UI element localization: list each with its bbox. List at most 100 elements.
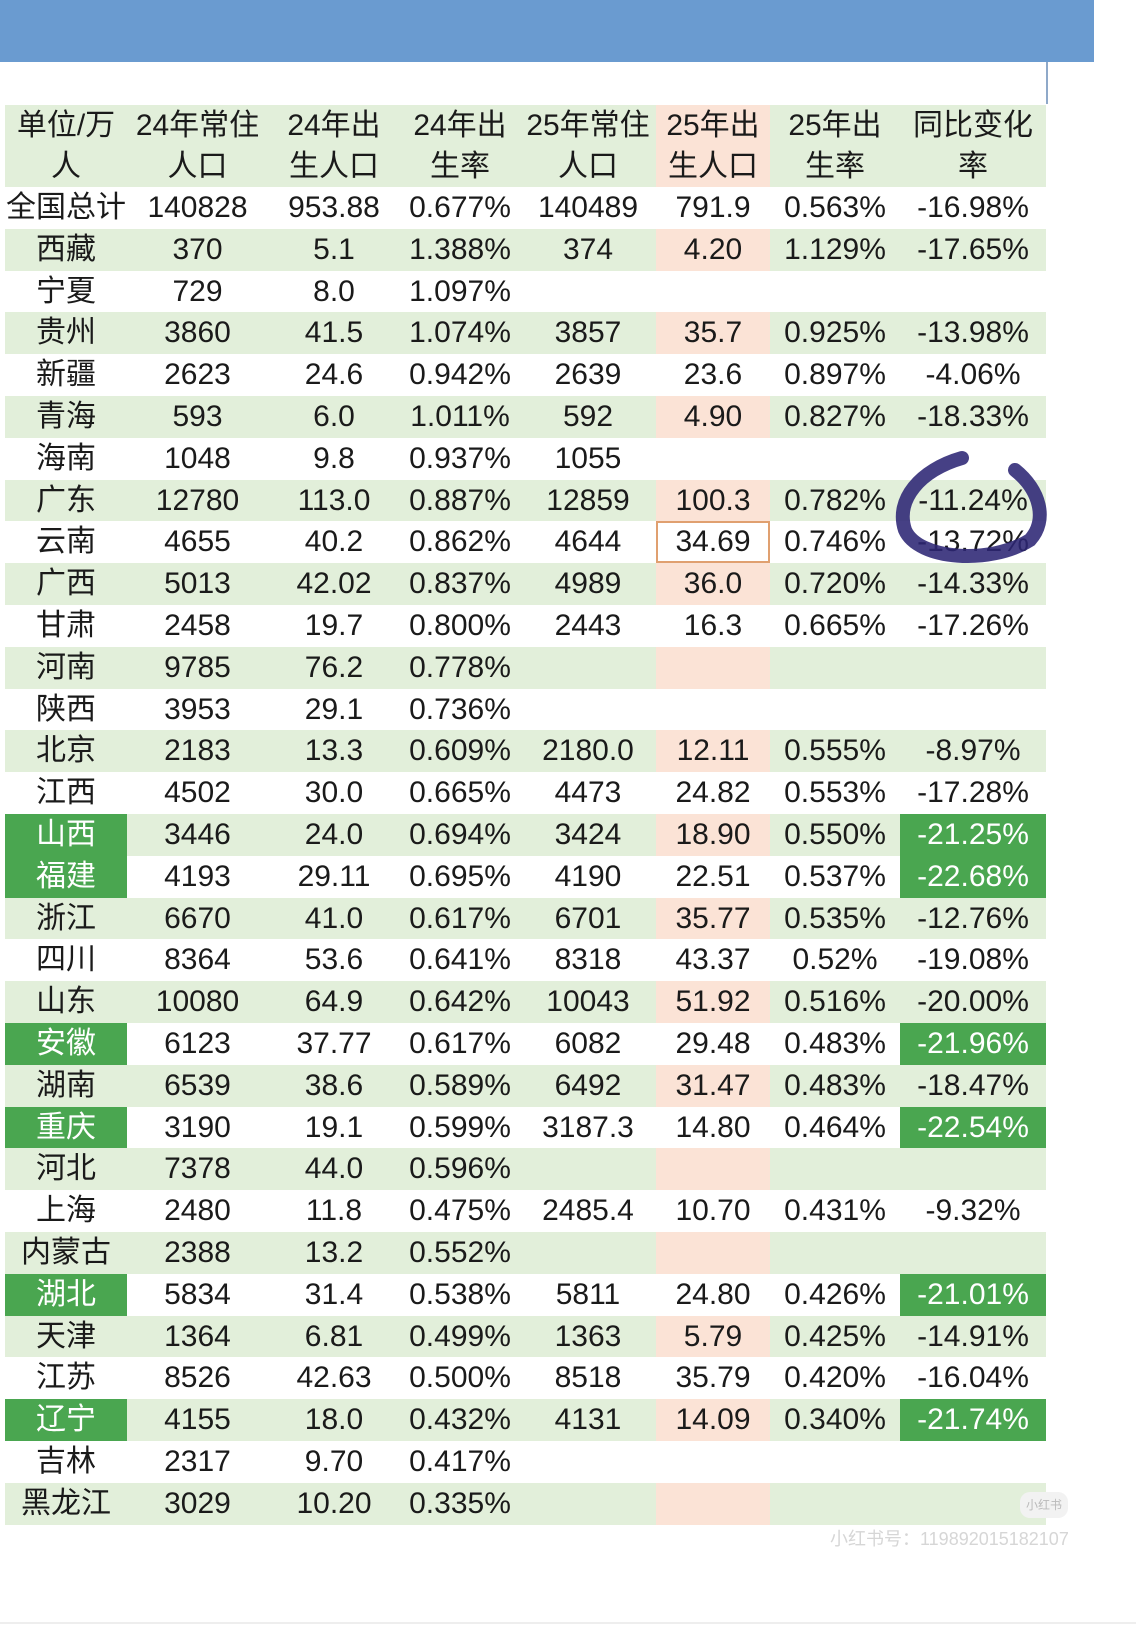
region-cell[interactable]: 江西 (5, 772, 127, 814)
value-cell[interactable]: 24.82 (656, 772, 770, 814)
value-cell[interactable]: 791.9 (656, 187, 770, 229)
region-cell[interactable]: 海南 (5, 437, 127, 480)
value-cell[interactable]: -14.91% (900, 1315, 1046, 1358)
value-cell[interactable]: 4655 (127, 521, 268, 564)
value-cell[interactable] (770, 270, 900, 313)
value-cell[interactable]: 4131 (520, 1399, 656, 1441)
value-cell[interactable]: 0.500% (400, 1357, 520, 1400)
value-cell[interactable]: 0.837% (400, 563, 520, 605)
value-cell[interactable]: 2388 (127, 1231, 268, 1274)
value-cell[interactable]: 5.79 (656, 1315, 770, 1358)
value-cell[interactable]: 43.37 (656, 939, 770, 982)
value-cell[interactable]: 100.3 (656, 479, 770, 522)
value-cell[interactable]: -22.54% (900, 1106, 1046, 1149)
value-cell[interactable]: 374 (520, 228, 656, 271)
value-cell[interactable]: 0.677% (400, 187, 520, 229)
value-cell[interactable] (656, 1482, 770, 1525)
value-cell[interactable] (770, 437, 900, 480)
value-cell[interactable]: 0.599% (400, 1106, 520, 1149)
value-cell[interactable]: 0.746% (770, 521, 900, 564)
region-cell[interactable]: 安徽 (5, 1022, 127, 1065)
value-cell[interactable]: 6082 (520, 1022, 656, 1065)
value-cell[interactable]: 2639 (520, 354, 656, 396)
value-cell[interactable]: 3029 (127, 1482, 268, 1525)
value-cell[interactable] (656, 1440, 770, 1483)
value-cell[interactable]: 113.0 (268, 479, 400, 522)
value-cell[interactable]: 0.642% (400, 981, 520, 1023)
value-cell[interactable]: 0.535% (770, 897, 900, 940)
value-cell[interactable] (770, 1440, 900, 1483)
value-cell[interactable]: 0.736% (400, 688, 520, 731)
value-cell[interactable]: 5013 (127, 563, 268, 605)
region-cell[interactable]: 河南 (5, 646, 127, 689)
value-cell[interactable]: -21.96% (900, 1022, 1046, 1065)
value-cell[interactable] (900, 1148, 1046, 1191)
region-cell[interactable]: 宁夏 (5, 270, 127, 313)
value-cell[interactable]: 29.48 (656, 1022, 770, 1065)
value-cell[interactable]: 2458 (127, 604, 268, 647)
region-cell[interactable]: 山西 (5, 813, 127, 856)
value-cell[interactable]: -22.68% (900, 855, 1046, 898)
region-cell[interactable]: 天津 (5, 1315, 127, 1358)
value-cell[interactable]: 4989 (520, 563, 656, 605)
value-cell[interactable]: 0.537% (770, 855, 900, 898)
value-cell[interactable]: -20.00% (900, 981, 1046, 1023)
value-cell[interactable]: 24.80 (656, 1273, 770, 1316)
region-cell[interactable]: 全国总计 (5, 187, 127, 229)
value-cell[interactable]: -21.25% (900, 813, 1046, 856)
value-cell[interactable]: 44.0 (268, 1148, 400, 1191)
value-cell[interactable]: 0.609% (400, 730, 520, 773)
value-cell[interactable] (520, 270, 656, 313)
value-cell[interactable]: 14.09 (656, 1399, 770, 1441)
value-cell[interactable]: 3953 (127, 688, 268, 731)
value-cell[interactable]: 1055 (520, 437, 656, 480)
value-cell[interactable]: 38.6 (268, 1064, 400, 1107)
region-cell[interactable]: 青海 (5, 395, 127, 438)
region-cell[interactable]: 四川 (5, 939, 127, 982)
value-cell[interactable]: 3446 (127, 813, 268, 856)
value-cell[interactable]: 30.0 (268, 772, 400, 814)
value-cell[interactable]: 53.6 (268, 939, 400, 982)
value-cell[interactable]: 12859 (520, 479, 656, 522)
region-cell[interactable]: 辽宁 (5, 1399, 127, 1441)
value-cell[interactable]: 0.499% (400, 1315, 520, 1358)
value-cell[interactable]: 1363 (520, 1315, 656, 1358)
value-cell[interactable] (900, 437, 1046, 480)
value-cell[interactable]: 0.426% (770, 1273, 900, 1316)
value-cell[interactable]: 0.925% (770, 312, 900, 355)
value-cell[interactable]: 729 (127, 270, 268, 313)
value-cell[interactable] (520, 1148, 656, 1191)
value-cell[interactable]: 140489 (520, 187, 656, 229)
value-cell[interactable]: 10043 (520, 981, 656, 1023)
region-cell[interactable]: 北京 (5, 730, 127, 773)
value-cell[interactable]: 4.20 (656, 228, 770, 271)
value-cell[interactable]: 36.0 (656, 563, 770, 605)
value-cell[interactable]: 37.77 (268, 1022, 400, 1065)
value-cell[interactable]: 9785 (127, 646, 268, 689)
value-cell[interactable]: 64.9 (268, 981, 400, 1023)
region-cell[interactable]: 云南 (5, 521, 127, 564)
value-cell[interactable]: 3190 (127, 1106, 268, 1149)
value-cell[interactable]: 0.665% (400, 772, 520, 814)
value-cell[interactable]: 0.897% (770, 354, 900, 396)
value-cell[interactable]: -13.98% (900, 312, 1046, 355)
value-cell[interactable]: -18.33% (900, 395, 1046, 438)
value-cell[interactable]: 0.420% (770, 1357, 900, 1400)
region-cell[interactable]: 江苏 (5, 1357, 127, 1400)
value-cell[interactable]: 4502 (127, 772, 268, 814)
value-cell[interactable]: 3860 (127, 312, 268, 355)
value-cell[interactable]: 0.52% (770, 939, 900, 982)
value-cell[interactable]: 0.617% (400, 897, 520, 940)
value-cell[interactable] (656, 1148, 770, 1191)
value-cell[interactable]: -17.28% (900, 772, 1046, 814)
value-cell[interactable] (770, 646, 900, 689)
value-cell[interactable]: 35.79 (656, 1357, 770, 1400)
value-cell[interactable]: 41.5 (268, 312, 400, 355)
value-cell[interactable]: 8.0 (268, 270, 400, 313)
value-cell[interactable]: 0.596% (400, 1148, 520, 1191)
value-cell[interactable]: 22.51 (656, 855, 770, 898)
value-cell[interactable]: -8.97% (900, 730, 1046, 773)
value-cell[interactable]: 140828 (127, 187, 268, 229)
region-cell[interactable]: 福建 (5, 855, 127, 898)
value-cell[interactable]: -21.01% (900, 1273, 1046, 1316)
